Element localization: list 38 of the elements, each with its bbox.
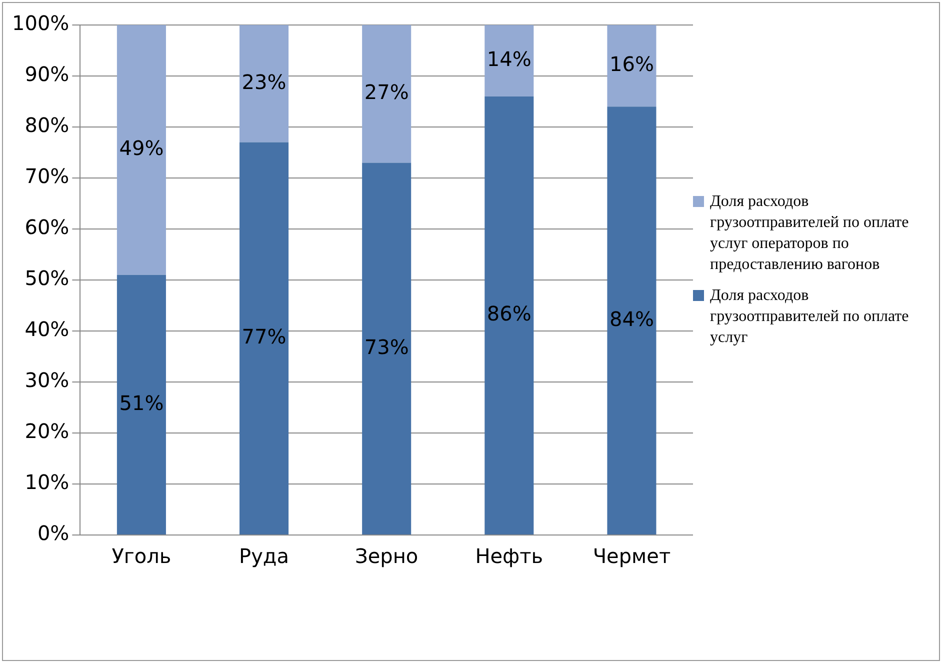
data-label: 84%: [609, 306, 654, 331]
bar: [607, 106, 656, 534]
bar: [362, 25, 412, 163]
data-label: 23%: [242, 70, 286, 94]
bar: [240, 142, 289, 534]
y-tick-label: 80%: [24, 113, 70, 138]
data-label: 73%: [364, 334, 409, 359]
y-tick-label: 100%: [12, 11, 70, 36]
x-tick-label: Руда: [239, 544, 290, 568]
x-tick-label: Уголь: [112, 544, 172, 568]
bar: [116, 25, 166, 275]
y-tick-label: 10%: [24, 470, 70, 494]
y-tick-label: 60%: [24, 215, 70, 240]
y-tick-label: 50%: [24, 266, 70, 290]
data-label: 16%: [609, 52, 654, 76]
y-tick-label: 40%: [24, 317, 70, 342]
bar: [116, 274, 166, 534]
x-tick-label: Нефть: [475, 544, 544, 568]
bar: [484, 25, 534, 96]
legend-label: Доля расходов грузоотправителей по оплате услуг: [710, 286, 910, 348]
data-label: 77%: [242, 324, 286, 349]
data-label: 86%: [486, 302, 532, 326]
y-tick-label: 30%: [24, 368, 70, 392]
data-label: 14%: [486, 46, 532, 71]
y-tick-label: 90%: [24, 62, 70, 86]
bar: [240, 25, 289, 142]
legend-label: Доля расходов грузоотправителей по оплате услуг операторов по предоставлению вагонов: [710, 192, 910, 275]
y-tick-label: 0%: [37, 521, 70, 546]
bar: [362, 162, 412, 534]
x-tick-label: Зерно: [355, 544, 418, 568]
y-tick-label: 70%: [24, 164, 70, 188]
data-label: 49%: [119, 136, 164, 160]
bar: [484, 96, 534, 534]
data-label: 27%: [364, 80, 409, 104]
y-tick-label: 20%: [24, 419, 70, 444]
x-tick-label: Чермет: [592, 544, 671, 568]
data-label: 51%: [119, 390, 164, 415]
bar: [607, 25, 656, 107]
